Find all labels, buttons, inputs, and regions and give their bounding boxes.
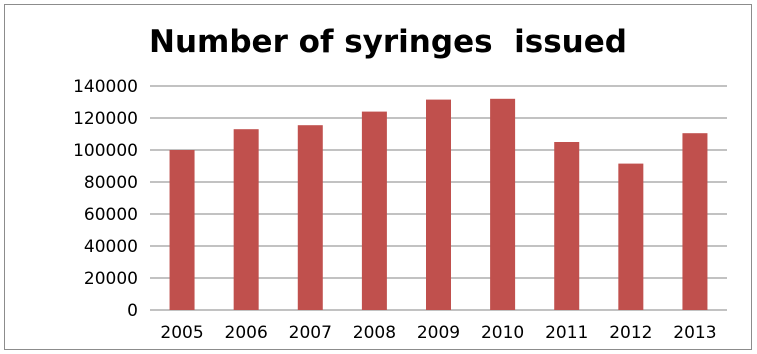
y-tick-label: 60000 (84, 205, 138, 225)
y-tick-label: 100000 (73, 141, 138, 161)
x-tick-label: 2007 (289, 323, 332, 343)
x-tick-label: 2006 (225, 323, 268, 343)
x-axis-tick-labels: 2005 2006 2007 2008 2009 2010 2011 2012 2013 (160, 323, 716, 343)
x-tick-label: 2012 (609, 323, 652, 343)
y-axis-tick-labels: 0 20000 40000 60000 80000 100000 120000 140000 (73, 77, 138, 321)
x-tick-label: 2009 (417, 323, 460, 343)
y-tick-label: 140000 (73, 77, 138, 97)
bar-2007 (297, 125, 323, 310)
bar-2009 (426, 99, 451, 310)
bar-2013 (682, 133, 708, 310)
x-tick-label: 2013 (673, 323, 716, 343)
y-tick-label: 80000 (84, 173, 138, 193)
y-tick-label: 120000 (73, 109, 138, 129)
bar-2010 (490, 98, 516, 310)
bar-2012 (618, 163, 644, 310)
bar-2008 (361, 111, 387, 310)
bar-2005 (169, 150, 195, 310)
y-tick-label: 40000 (84, 237, 138, 257)
bar-2011 (554, 142, 580, 310)
bar-2006 (233, 129, 259, 310)
y-tick-label: 0 (127, 301, 138, 321)
bar-series (169, 98, 708, 310)
x-tick-label: 2010 (481, 323, 524, 343)
x-tick-label: 2008 (353, 323, 396, 343)
chart-title: Number of syringes issued (149, 24, 627, 60)
x-tick-label: 2011 (545, 323, 588, 343)
x-tick-label: 2005 (160, 323, 203, 343)
y-tick-label: 20000 (84, 269, 138, 289)
